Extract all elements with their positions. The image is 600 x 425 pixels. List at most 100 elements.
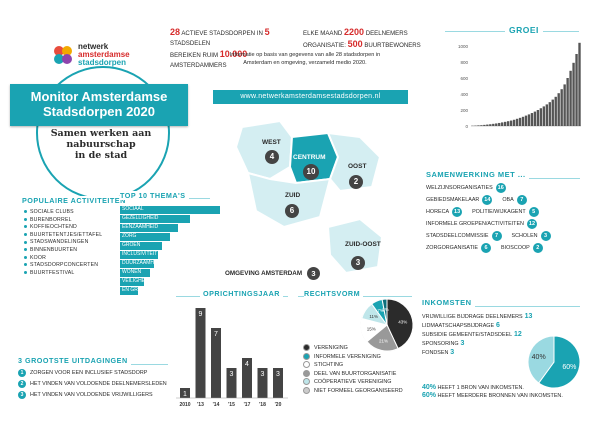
samenwerking-label: GEBIEDSMAKELAAR — [426, 197, 480, 203]
map-count-centrum: 10 — [303, 164, 319, 180]
samenwerking-label: BIOSCOOP — [501, 245, 530, 251]
populaire-title: POPULAIRE ACTIVITEITEN — [22, 196, 129, 205]
map-label-centrum: CENTRUM — [293, 154, 326, 161]
groei-tick: 200 — [460, 108, 468, 113]
oprichting-year: '15 — [228, 402, 235, 408]
populaire-item: BUURTETENTJES/ETTAFEL — [24, 232, 124, 240]
stat-buurtbewoners: 500 — [347, 39, 363, 49]
stat-bereik: 10.000 — [219, 49, 248, 59]
groei-bar — [501, 122, 504, 126]
groei-tick: 600 — [460, 76, 468, 81]
uitdaging-number: 2 — [18, 379, 26, 388]
samenwerking-item: BIOSCOOP 2 — [501, 242, 543, 254]
oprichting-svg: 1 2010 9 '13 7 '14 3 '15 4 '17 3 '18 3 '20 — [176, 308, 288, 408]
groei-bar — [545, 104, 548, 126]
groei-bar — [524, 115, 528, 126]
stat-text: ELKE MAAND — [303, 30, 344, 37]
rechtsvorm-label: 43% — [398, 319, 407, 324]
samenwerking-item: SCHOLEN 3 — [512, 230, 551, 242]
inkomsten-svg: 60% 40% — [527, 335, 581, 389]
samenwerking-list: WELZIJNSORGANISATIES 16 GEBIEDSMAKELAAR 14 O… — [426, 182, 586, 254]
rechtsvorm-legend-item: DEEL VAN BUURTORGANISATIE — [303, 369, 433, 379]
note-1-pct: 40% — [422, 384, 437, 391]
oprichting-year: '17 — [244, 402, 251, 408]
uitdaging-label: HET VINDEN VAN VOLDOENDE DEELNEMERSLEDEN — [30, 381, 167, 387]
populaire-item: BINNENBUURTEN — [24, 247, 124, 255]
samenwerking-label: HORECA — [426, 209, 450, 215]
samenwerking-title: SAMENWERKING MET ... — [426, 170, 529, 179]
bullet-icon — [24, 232, 27, 236]
samenwerking-label: ZORGORGANISATIE — [426, 245, 479, 251]
subtitle: Samen werken aan nabuurschap in de stad — [42, 128, 160, 161]
stat-text: STADSDELEN — [170, 40, 211, 47]
note-2-pct: 60% — [422, 392, 437, 399]
populaire-item: BUURTFESTIVAL — [24, 270, 124, 278]
oprichting-bar — [273, 368, 283, 398]
inkomsten-pie: 60% 40% — [526, 334, 582, 390]
oprichting-bar — [211, 328, 221, 398]
samenwerking-item: INFORMELE GROEPEN/ACTIVITEITEN 12 — [426, 218, 537, 230]
populaire-label: SOCIALE CLUBS — [30, 209, 74, 215]
thema-row: SOCIAAL — [120, 206, 220, 215]
rechtsvorm-legend-label: COÖPERATIEVE VERENIGING — [314, 379, 392, 386]
samenwerking-item: STADSDEELCOMMISSIE 7 — [426, 230, 502, 242]
thema-label: GROEN — [122, 242, 141, 248]
samenwerking-row: HORECA 13 POLITIE/WIJKAGENT 5 — [426, 206, 586, 218]
groei-bar — [486, 124, 489, 126]
groei-bar — [569, 70, 572, 126]
populaire-label: KOOR — [30, 254, 47, 261]
groei-bar — [560, 89, 563, 126]
oprichting-year: '18 — [259, 402, 266, 408]
thema-label: DUURZAAMHEID — [122, 260, 163, 266]
groei-tick: 0 — [465, 124, 468, 129]
stat-text: DEELNEMERS — [364, 30, 408, 37]
thema-label: VEILIGHEID — [122, 278, 151, 284]
inkomsten-label: 40% — [532, 354, 546, 361]
legend-dot-icon — [303, 361, 310, 369]
map-region-zuid — [246, 171, 332, 229]
info-line-2: Amsterdam en omgeving, verzameld medio 2… — [243, 59, 367, 66]
map-count-zuidoost: 3 — [351, 256, 365, 270]
inkomsten-count: 3 — [448, 349, 455, 356]
groei-bar — [572, 62, 575, 126]
populaire-label: BUURTETENTJES/ETTAFEL — [30, 231, 103, 238]
inkomsten-item: FONDSEN 3 — [422, 348, 542, 357]
samenwerking-row: INFORMELE GROEPEN/ACTIVITEITEN 12 — [426, 218, 586, 230]
thema-row: WONEN — [120, 269, 220, 278]
samenwerking-item: ZORGORGANISATIE 6 — [426, 242, 492, 254]
map-count-zuid: 6 — [285, 204, 299, 218]
groei-chart: 1000 800 600 400 200 0 — [445, 34, 585, 134]
website-link[interactable]: www.netwerkamsterdamsestadsdorpen.nl — [213, 90, 408, 104]
thema-label: SOCIAAL — [122, 206, 144, 212]
groei-bar — [566, 78, 569, 126]
groei-bar — [542, 106, 546, 126]
groei-bar — [530, 113, 534, 126]
samenwerking-count: 7 — [516, 194, 527, 205]
map-region-west — [234, 119, 294, 181]
samenwerking-count: 2 — [532, 242, 543, 253]
map-label-zuid: ZUID — [285, 192, 301, 199]
bullet-icon — [24, 248, 27, 252]
stat-stadsdorpen: 28 — [170, 27, 181, 37]
oprichting-bar — [180, 388, 190, 398]
logo-text-2: amsterdamse — [78, 50, 130, 59]
oprichting-value: 1 — [183, 391, 187, 398]
legend-dot-icon — [303, 378, 310, 386]
subtitle-3: in de stad — [74, 150, 128, 161]
bullet-icon — [24, 270, 27, 274]
themas-title: TOP 10 THEMA'S — [120, 191, 189, 200]
populaire-item: KOFFIEOCHTEND — [24, 224, 124, 232]
oprichting-year: '20 — [275, 402, 282, 408]
rechtsvorm-slice — [366, 324, 399, 352]
stat-text: AMSTERDAMMERS — [170, 62, 227, 69]
samenwerking-item: GEBIEDSMAKELAAR 14 — [426, 194, 493, 206]
inkomsten-count: 6 — [494, 322, 500, 329]
rechtsvorm-label: 15% — [367, 327, 376, 332]
groei-tick: 800 — [460, 60, 468, 65]
groei-bar — [554, 96, 557, 126]
thema-label: EN GROEN — [122, 287, 149, 293]
samenwerking-row: WELZIJNSORGANISATIES 16 — [426, 182, 586, 194]
thema-row: EN GROEN — [120, 287, 220, 296]
stats-left: 28 ACTIEVE STADSDORPEN IN 5 STADSDELEN B… — [170, 27, 302, 71]
thema-row: GEZELLIGHEID — [120, 215, 220, 224]
